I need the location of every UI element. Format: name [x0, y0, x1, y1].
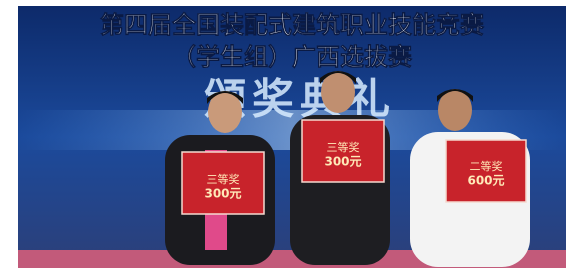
- prize-label: 二等奖: [470, 159, 503, 173]
- award-board: 三等奖 300元: [302, 120, 384, 182]
- banner-title: 第四届全国装配式建筑职业技能竞赛: [100, 11, 485, 39]
- award-board: 三等奖 300元: [182, 152, 264, 214]
- prize-amount: 300元: [324, 155, 361, 169]
- prize-label: 三等奖: [327, 140, 360, 154]
- photo: 第四届全国装配式建筑职业技能竞赛 （学生组）广西选拔赛 颁奖典礼 三等奖 300…: [0, 0, 577, 275]
- prize-label: 三等奖: [207, 172, 240, 186]
- prize-amount: 300元: [204, 187, 241, 201]
- banner-subtitle: （学生组）广西选拔赛: [172, 43, 413, 71]
- prize-amount: 600元: [467, 174, 504, 188]
- award-board: 二等奖 600元: [446, 140, 526, 202]
